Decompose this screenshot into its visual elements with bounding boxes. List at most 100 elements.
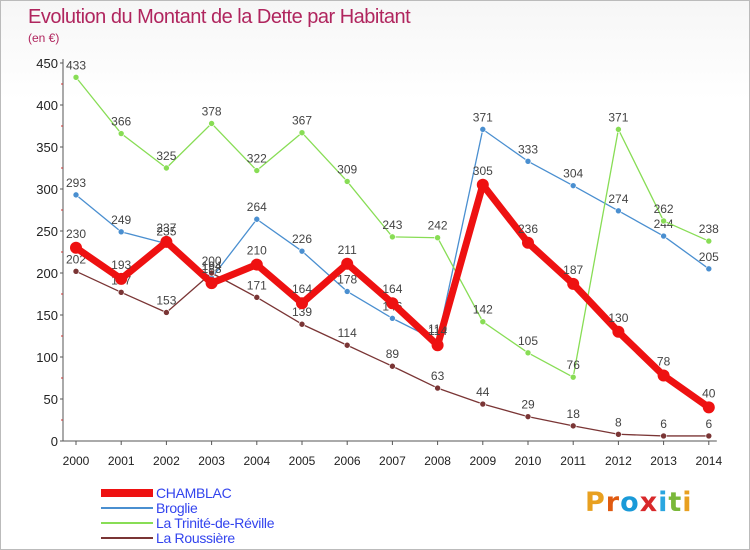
data-label: 367: [292, 114, 312, 128]
data-point: [434, 234, 441, 242]
data-label: 178: [337, 272, 357, 286]
data-point: [434, 384, 441, 392]
data-label: 371: [608, 110, 628, 124]
chart-subtitle: (en €): [28, 31, 60, 45]
data-point: [705, 237, 713, 245]
data-label: 76: [567, 358, 581, 372]
data-point: [117, 289, 125, 296]
x-tick-label: 2005: [289, 454, 316, 468]
data-point: [431, 339, 444, 352]
data-label: 153: [156, 293, 176, 307]
logo-letter: r: [605, 487, 621, 518]
logo-letter: x: [639, 487, 659, 518]
y-tick-label: 0: [51, 434, 58, 449]
series-2: 433 366 325 378 322 367 309 243 242 142 105 76 371 26…: [66, 58, 719, 381]
y-tick-label: 300: [36, 182, 58, 197]
data-point: [569, 422, 577, 430]
data-point: [612, 325, 625, 338]
data-label: 205: [699, 250, 719, 264]
x-tick-label: 2001: [108, 454, 135, 468]
data-point: [117, 130, 125, 137]
data-label: 322: [247, 152, 267, 166]
x-tick-label: 2009: [469, 454, 496, 468]
logo-letter: o: [620, 487, 640, 518]
data-label: 164: [382, 282, 402, 296]
x-tick-label: 2003: [198, 454, 225, 468]
data-label: 325: [156, 149, 176, 163]
legend-swatch: [101, 507, 153, 509]
legend-swatch: [101, 522, 153, 524]
data-label: 200: [202, 254, 222, 268]
data-point: [343, 341, 351, 349]
data-label: 333: [518, 142, 538, 156]
y-tick-label: 450: [36, 56, 58, 71]
series-3: 2021771532001711391148963442918866: [66, 252, 713, 440]
y-tick-label: 150: [36, 308, 58, 323]
data-point: [117, 228, 125, 236]
data-label: 235: [156, 225, 176, 239]
data-point: [72, 73, 80, 81]
data-point: [343, 288, 351, 295]
legend-label: CHAMBLAC: [156, 485, 232, 501]
data-point: [479, 126, 487, 133]
data-label: 78: [657, 354, 671, 368]
series-0: 230 193 237 188 210 164 211 164 114 305 236 187 130 7…: [66, 164, 716, 414]
data-label: 114: [338, 326, 357, 340]
data-label: 366: [111, 115, 131, 129]
data-label: 63: [431, 369, 445, 383]
data-label: 6: [705, 417, 712, 431]
data-label: 242: [428, 219, 448, 233]
data-label: 18: [567, 407, 581, 421]
data-point: [479, 400, 487, 408]
data-point: [163, 309, 170, 316]
data-label: 130: [608, 311, 628, 325]
data-point: [115, 272, 128, 285]
data-label: 6: [660, 417, 667, 431]
data-label: 371: [473, 110, 493, 124]
data-label: 305: [473, 164, 493, 178]
data-point: [163, 164, 170, 172]
data-point: [524, 349, 532, 357]
data-label: 236: [518, 222, 538, 236]
legend-label: La Roussière: [156, 530, 235, 546]
data-label: 164: [292, 282, 312, 296]
data-point: [72, 191, 80, 199]
data-label: 202: [66, 252, 86, 266]
data-label: 293: [66, 176, 86, 190]
data-point: [72, 268, 80, 275]
data-point: [298, 247, 306, 255]
data-label: 237: [156, 221, 176, 235]
data-point: [208, 120, 215, 127]
data-point: [569, 373, 577, 381]
data-label: 194: [202, 259, 222, 273]
data-label: 243: [382, 218, 402, 232]
data-point: [522, 236, 534, 249]
data-point: [298, 129, 306, 137]
data-point: [657, 369, 670, 382]
data-point: [389, 362, 396, 370]
y-tick-label: 400: [36, 98, 58, 113]
data-point: [253, 215, 261, 223]
data-label: 226: [292, 232, 312, 246]
data-point: [476, 178, 489, 191]
y-tick-label: 200: [36, 266, 58, 281]
data-label: 249: [111, 213, 131, 227]
data-label: 193: [111, 258, 131, 272]
data-point: [298, 320, 306, 328]
legend-swatch: [101, 537, 153, 539]
data-label: 187: [563, 263, 583, 277]
y-tick-label: 250: [36, 224, 58, 239]
data-point: [660, 232, 667, 240]
data-point: [253, 294, 261, 301]
data-label: 309: [337, 162, 357, 176]
data-label: 378: [202, 104, 222, 118]
data-point: [705, 432, 713, 440]
data-point: [705, 265, 713, 273]
data-label: 40: [702, 386, 716, 400]
legend-label: La Trinité-de-Réville: [156, 515, 275, 531]
data-point: [343, 178, 351, 185]
data-label: 171: [247, 278, 267, 292]
logo-letter: i: [682, 487, 693, 518]
